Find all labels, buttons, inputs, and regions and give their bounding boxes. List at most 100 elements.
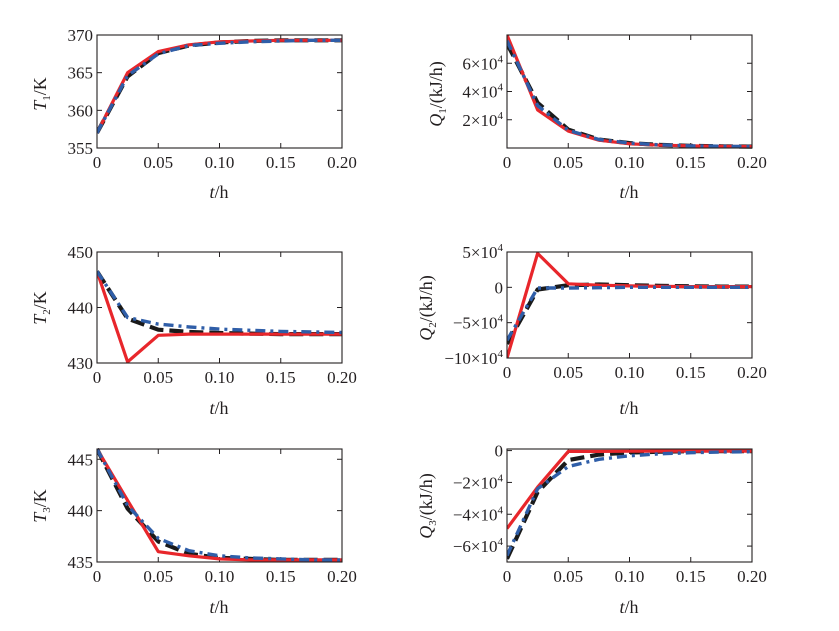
- xticklabel-q1-0: 0: [503, 153, 512, 172]
- plot-frame-t2: [96, 251, 343, 364]
- ticks-q3: [506, 449, 753, 562]
- series-q2-black-dashed: [507, 282, 752, 345]
- xticklabels-q2: 0 0.05 0.10 0.15 0.20: [503, 363, 767, 382]
- xticklabel-q2-2: 0.10: [615, 363, 645, 382]
- yticklabel-q3-2: −4×104: [453, 504, 504, 524]
- yticklabel-q1-2: 6×104: [462, 53, 503, 73]
- series-q3-blue-dashdot: [507, 450, 752, 557]
- xlabel-t1: t/h: [209, 182, 228, 202]
- series-t3-black-dashed: [97, 448, 342, 562]
- xlabel-t2: t/h: [209, 398, 228, 418]
- series-t3: [97, 448, 342, 562]
- panel-t1: T1/K 355 360 365 370 0 0.05 0.10 0.15 0.20 t/h: [30, 26, 357, 202]
- plot-frame-q1: [506, 34, 753, 149]
- series-t2-blue-dashdot: [97, 270, 342, 335]
- series-q1-black-dashed: [507, 42, 752, 149]
- series-t1: [97, 38, 342, 134]
- xticklabel-q1-2: 0.10: [615, 153, 645, 172]
- xticklabel-t3-2: 0.10: [205, 567, 235, 586]
- xlabel-q1: t/h: [619, 182, 638, 202]
- panel-t3: T3/K 435 440 445 0 0.05 0.10 0.15 0.20 t/h: [30, 448, 357, 617]
- xticklabel-q2-0: 0: [503, 363, 512, 382]
- series-q3-black-dashed: [507, 449, 752, 560]
- series-t3-blue-dashdot: [97, 448, 342, 562]
- yticklabel-t1-2: 365: [68, 64, 94, 83]
- yticklabel-t2-2: 450: [68, 243, 94, 262]
- panel-q3: Q3/(kJ/h) 0−2×104−4×104−6×104 0 0.05 0.10 0…: [416, 442, 767, 617]
- xticklabel-q3-1: 0.05: [553, 567, 583, 586]
- xticklabel-t1-3: 0.15: [266, 153, 296, 172]
- yticklabel-t3-2: 445: [68, 450, 94, 469]
- xticklabel-q1-3: 0.15: [676, 153, 706, 172]
- series-t1-blue-dashdot: [97, 38, 342, 134]
- xlabel-q2: t/h: [619, 398, 638, 418]
- series-q1: [507, 34, 752, 149]
- yticklabels-q1: 2×104 4×104 6×104: [462, 53, 503, 130]
- series-q2-red-solid: [507, 251, 752, 359]
- xticklabel-q2-4: 0.20: [737, 363, 767, 382]
- xticklabel-q3-2: 0.10: [615, 567, 645, 586]
- yticklabel-q1-1: 4×104: [462, 82, 503, 102]
- yticklabel-q2-3: −10×104: [444, 348, 503, 368]
- ylabel-q2: Q2/(kJ/h): [416, 275, 439, 341]
- xticklabel-t1-2: 0.10: [205, 153, 235, 172]
- series-t1-red-solid: [97, 38, 342, 134]
- yticklabel-t2-0: 430: [68, 354, 94, 373]
- plot-frame-q3: [506, 448, 753, 563]
- xticklabel-t3-3: 0.15: [266, 567, 296, 586]
- yticklabels-t2: 430 440 450: [68, 243, 94, 373]
- xticklabels-t3: 0 0.05 0.10 0.15 0.20: [93, 567, 357, 586]
- ticks-t3: [96, 449, 343, 563]
- series-q2-blue-dashdot: [507, 285, 752, 342]
- yticklabels-t1: 355 360 365 370: [68, 26, 94, 158]
- series-q3: [507, 449, 752, 560]
- xlabel-t3: t/h: [209, 597, 228, 617]
- xticklabel-q1-4: 0.20: [737, 153, 767, 172]
- plot-frame-t3: [96, 448, 343, 563]
- yticklabel-q1-0: 2×104: [462, 110, 503, 130]
- series-q1-red-solid: [507, 34, 752, 149]
- xticklabel-t2-4: 0.20: [327, 368, 357, 387]
- plot-frame-t1: [96, 34, 343, 149]
- yticklabel-t3-1: 440: [68, 502, 94, 521]
- yticklabel-t1-3: 370: [68, 26, 94, 45]
- xticklabels-t1: 0 0.05 0.10 0.15 0.20: [93, 153, 357, 172]
- series-t2-red-solid: [97, 270, 342, 364]
- plot-frame-q2: [506, 251, 753, 359]
- series-q2: [507, 251, 752, 359]
- ylabel-t2: T2/K: [30, 291, 53, 325]
- series-t2-black-dashed: [97, 270, 342, 337]
- yticklabels-q3: 0 −2×104 −4×104 −6×104: [453, 442, 504, 556]
- yticklabel-q2-1: 0: [495, 278, 504, 297]
- xticklabel-t1-4: 0.20: [327, 153, 357, 172]
- ticks-q1: [506, 35, 753, 148]
- series-t3-red-solid: [97, 448, 342, 562]
- yticklabel-t1-0: 355: [68, 139, 94, 158]
- xticklabel-t3-4: 0.20: [327, 567, 357, 586]
- yticklabel-q3-0: 0: [495, 442, 504, 461]
- yticklabel-q3-3: −6×104: [453, 536, 504, 556]
- panel-t2: T2/K 430 440 450 0 0.05 0.10 0.15 0.20 t/h: [30, 243, 357, 418]
- xticklabel-t1-0: 0: [93, 153, 102, 172]
- xticklabels-q3: 0 0.05 0.10 0.15 0.20: [503, 567, 767, 586]
- xticklabels-q1: 0 0.05 0.10 0.15 0.20: [503, 153, 767, 172]
- xticklabel-q2-1: 0.05: [553, 363, 583, 382]
- yticklabel-t3-0: 435: [68, 553, 94, 572]
- xticklabel-t3-1: 0.05: [143, 567, 173, 586]
- xlabel-q3: t/h: [619, 597, 638, 617]
- xticklabel-t3-0: 0: [93, 567, 102, 586]
- xticklabel-t2-3: 0.15: [266, 368, 296, 387]
- ylabel-q3: Q3/(kJ/h): [416, 473, 439, 539]
- yticklabel-q2-2: −5×104: [453, 313, 504, 333]
- xticklabel-t2-2: 0.10: [205, 368, 235, 387]
- series-q1-blue-dashdot: [507, 39, 752, 149]
- ticks-t2: [96, 251, 343, 364]
- ticks-q2: [506, 251, 753, 359]
- ylabel-t3: T3/K: [30, 489, 53, 523]
- xticklabel-q3-3: 0.15: [676, 567, 706, 586]
- series-q3-red-solid: [507, 449, 752, 530]
- xticklabels-t2: 0 0.05 0.10 0.15 0.20: [93, 368, 357, 387]
